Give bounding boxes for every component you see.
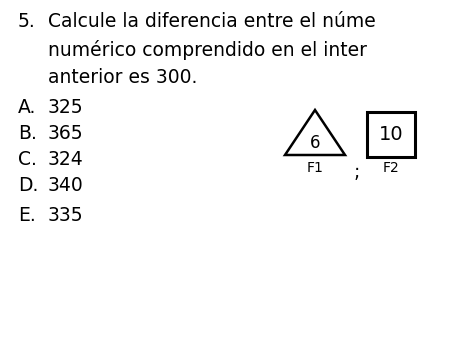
Text: 335: 335 xyxy=(48,206,83,225)
Bar xyxy=(366,112,414,157)
Text: 325: 325 xyxy=(48,98,83,117)
Text: C.: C. xyxy=(18,150,37,169)
Text: A.: A. xyxy=(18,98,36,117)
Text: Calcule la diferencia entre el núme: Calcule la diferencia entre el núme xyxy=(48,12,375,31)
Text: numérico comprendido en el inter: numérico comprendido en el inter xyxy=(48,40,366,60)
Text: D.: D. xyxy=(18,176,38,195)
Text: 6: 6 xyxy=(309,134,319,152)
Text: 340: 340 xyxy=(48,176,84,195)
Text: 365: 365 xyxy=(48,124,83,143)
Text: ;: ; xyxy=(353,163,359,182)
Text: 10: 10 xyxy=(378,125,403,144)
Text: 324: 324 xyxy=(48,150,84,169)
Text: 5.: 5. xyxy=(18,12,36,31)
Text: E.: E. xyxy=(18,206,36,225)
Text: B.: B. xyxy=(18,124,37,143)
Text: F2: F2 xyxy=(382,161,398,175)
Polygon shape xyxy=(284,110,344,155)
Text: anterior es 300.: anterior es 300. xyxy=(48,68,197,87)
Text: F1: F1 xyxy=(306,161,323,175)
